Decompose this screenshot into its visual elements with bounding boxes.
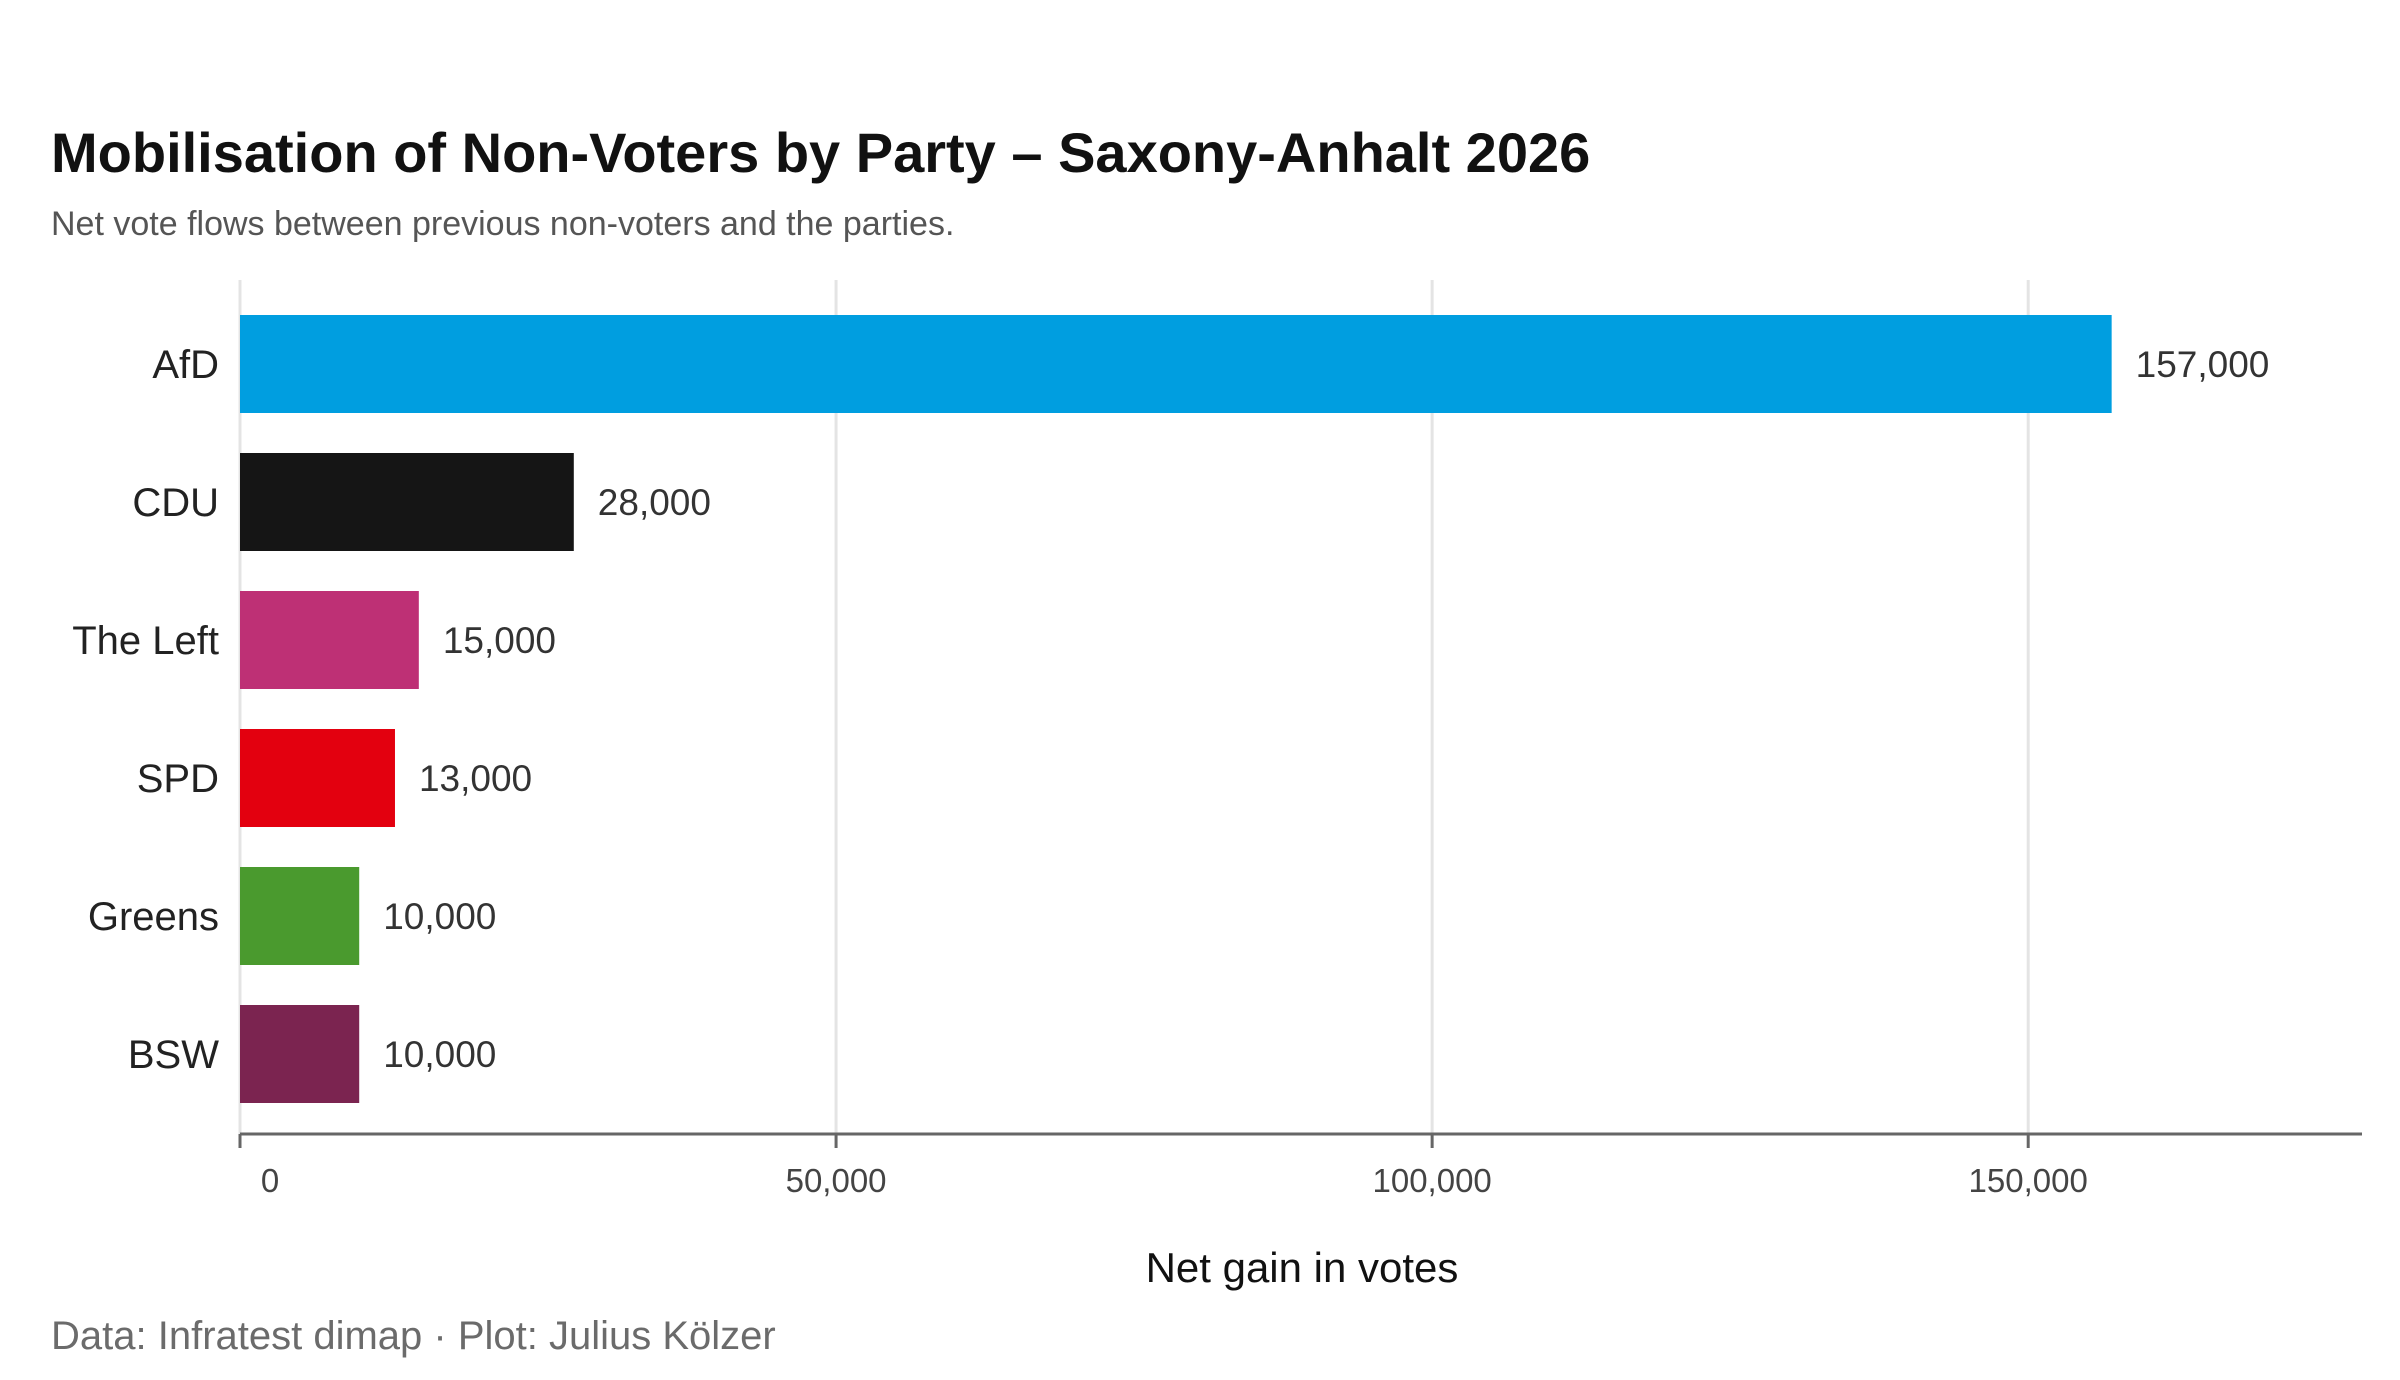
- bar: [240, 315, 2112, 413]
- value-labels: 157,000 28,000 15,000 13,000 10,000 10,000: [383, 344, 2269, 1075]
- category-label: SPD: [137, 757, 219, 801]
- bar: [240, 729, 395, 827]
- x-tick-label: 100,000: [1372, 1162, 1491, 1199]
- category-label: CDU: [132, 481, 219, 525]
- value-label: 15,000: [443, 620, 556, 661]
- category-label: The Left: [72, 619, 219, 663]
- bar: [240, 453, 574, 551]
- bars: [240, 315, 2112, 1103]
- bar: [240, 591, 419, 689]
- chart-subtitle: Net vote flows between previous non-vote…: [51, 205, 955, 243]
- value-label: 10,000: [383, 896, 496, 937]
- chart-title: Mobilisation of Non-Voters by Party – Sa…: [51, 121, 1591, 184]
- value-label: 10,000: [383, 1034, 496, 1075]
- value-label: 13,000: [419, 758, 532, 799]
- value-label: 28,000: [598, 482, 711, 523]
- source-caption: Data: Infratest dimap · Plot: Julius Köl…: [51, 1314, 776, 1358]
- x-axis: 0 50,000 100,000 150,000: [238, 1132, 2362, 1199]
- x-tick-label: 0: [261, 1162, 279, 1199]
- value-label: 157,000: [2136, 344, 2270, 385]
- bar: [240, 867, 360, 965]
- x-axis-title: Net gain in votes: [1146, 1244, 1459, 1291]
- bar: [240, 1005, 360, 1103]
- category-labels: AfD CDU The Left SPD Greens BSW: [72, 343, 219, 1077]
- x-tick-label: 50,000: [786, 1162, 887, 1199]
- category-label: Greens: [88, 895, 219, 939]
- x-tick-label: 150,000: [1969, 1162, 2088, 1199]
- category-label: BSW: [128, 1033, 219, 1077]
- gridlines: [238, 280, 2030, 1134]
- category-label: AfD: [152, 343, 219, 387]
